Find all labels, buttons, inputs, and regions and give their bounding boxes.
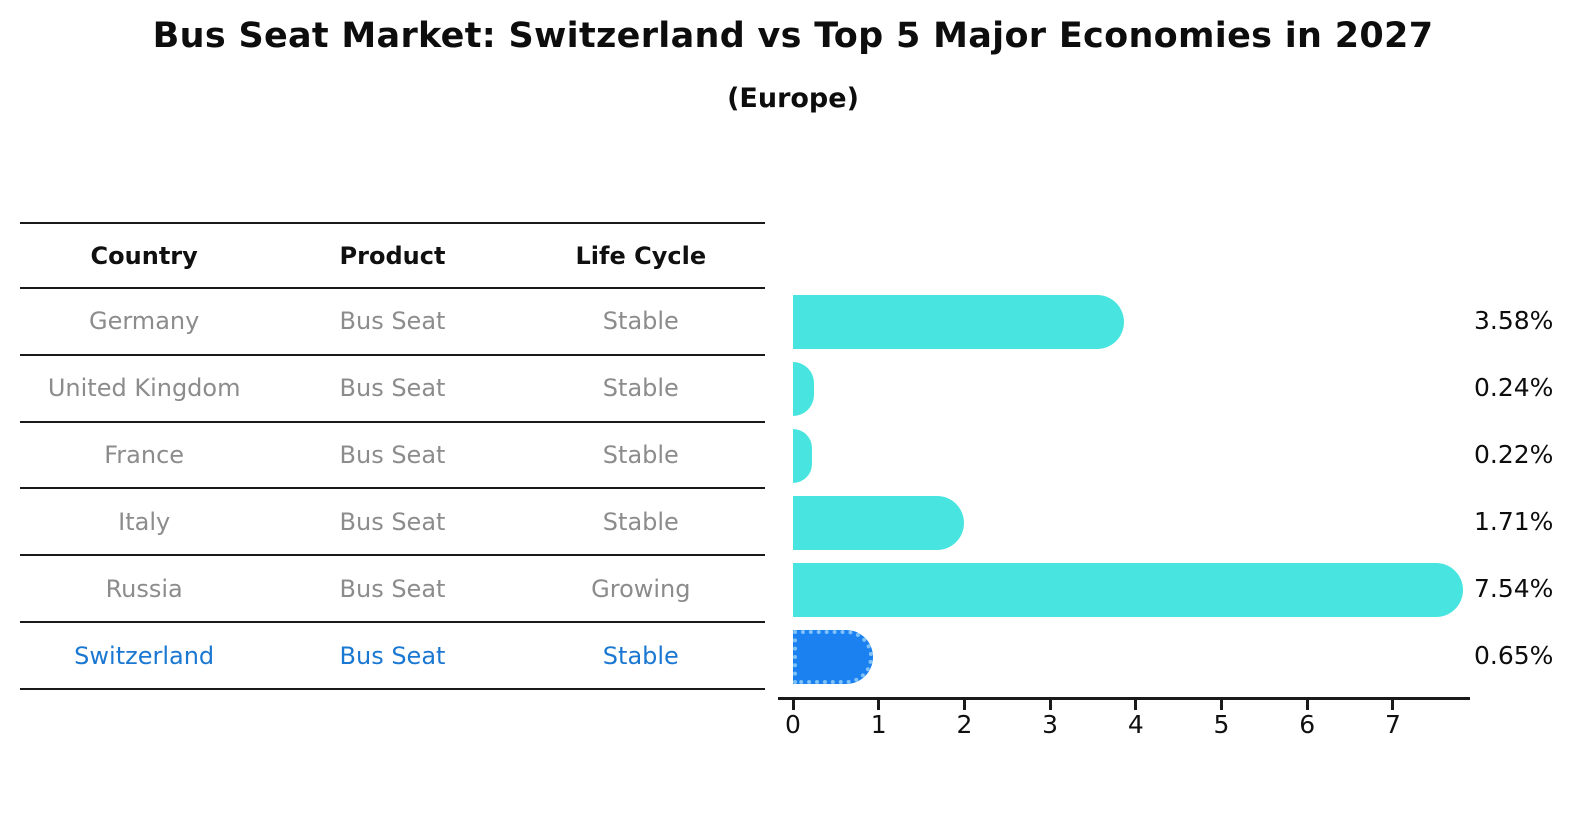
x-axis-tick	[1134, 697, 1138, 710]
x-axis-tick-label: 7	[1384, 710, 1401, 739]
table-row: Russia Bus Seat Growing	[20, 556, 765, 624]
x-axis-tick-label: 0	[785, 710, 801, 739]
value-label: 0.24%	[1474, 373, 1554, 403]
cell-life-cycle: Stable	[602, 374, 679, 403]
cell-country: Germany	[89, 307, 200, 336]
x-axis-tick	[791, 697, 795, 710]
cell-life-cycle: Stable	[602, 641, 679, 670]
cell-life-cycle: Stable	[602, 441, 679, 470]
x-axis-tick	[1391, 697, 1395, 710]
cell-product: Bus Seat	[339, 574, 446, 603]
table-row: Switzerland Bus Seat Stable	[20, 623, 765, 690]
value-label: 1.71%	[1474, 506, 1554, 536]
table-row: Germany Bus Seat Stable	[20, 289, 765, 356]
cell-product: Bus Seat	[339, 641, 446, 670]
table-row: France Bus Seat Stable	[20, 423, 765, 490]
cell-country: France	[104, 441, 185, 470]
table-row: United Kingdom Bus Seat Stable	[20, 356, 765, 423]
x-axis-tick	[1305, 697, 1309, 710]
column-header-life-cycle: Life Cycle	[575, 241, 707, 270]
value-label: 7.54%	[1474, 573, 1554, 603]
bar-france	[793, 429, 812, 484]
cell-product: Bus Seat	[339, 307, 446, 336]
bar-germany	[793, 295, 1124, 350]
x-axis-line	[778, 697, 1470, 700]
bar-united-kingdom	[793, 362, 814, 417]
cell-life-cycle: Growing	[591, 574, 691, 603]
table-body: Germany Bus Seat Stable United Kingdom Bus S…	[20, 289, 765, 690]
bar-russia	[793, 562, 1464, 617]
x-axis-tick	[877, 697, 881, 710]
cell-product: Bus Seat	[339, 374, 446, 403]
chart-subtitle: (Europe)	[727, 83, 859, 114]
cell-country: Italy	[118, 507, 171, 536]
x-axis-tick	[1048, 697, 1052, 710]
bar-italy	[793, 495, 964, 550]
x-axis-tick	[962, 697, 966, 710]
cell-life-cycle: Stable	[602, 507, 679, 536]
x-axis-tick-label: 2	[956, 710, 973, 739]
x-axis-tick-label: 1	[870, 710, 887, 739]
x-axis-tick-label: 5	[1213, 710, 1230, 739]
cell-country: United Kingdom	[47, 374, 241, 403]
column-header-product: Product	[339, 241, 446, 270]
x-axis-tick-label: 3	[1042, 710, 1059, 739]
cell-country: Switzerland	[74, 641, 215, 670]
bar-switzerland	[793, 629, 873, 684]
x-axis-tick-label: 4	[1127, 710, 1144, 739]
x-axis-tick	[1220, 697, 1223, 710]
value-label: 3.58%	[1474, 306, 1554, 336]
country-table: Country Product Life Cycle Germany Bus Se…	[20, 222, 765, 690]
cell-country: Russia	[105, 574, 183, 603]
table-header-row: Country Product Life Cycle	[20, 222, 765, 289]
cell-life-cycle: Stable	[602, 307, 679, 336]
value-label: 0.65%	[1474, 640, 1554, 670]
cell-product: Bus Seat	[339, 441, 446, 470]
value-label: 0.22%	[1474, 440, 1554, 470]
column-header-country: Country	[90, 241, 198, 270]
chart-title: Bus Seat Market: Switzerland vs Top 5 Ma…	[152, 16, 1434, 56]
cell-product: Bus Seat	[339, 507, 446, 536]
x-axis-tick-label: 6	[1299, 710, 1316, 739]
table-row: Italy Bus Seat Stable	[20, 489, 765, 557]
